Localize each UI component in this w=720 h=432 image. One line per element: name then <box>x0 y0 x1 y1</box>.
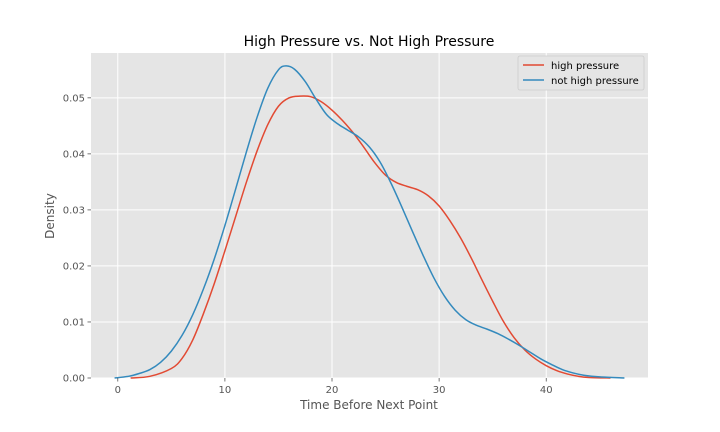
series-line-high-pressure <box>130 95 611 379</box>
x-tick-label: 0 <box>115 385 121 396</box>
axis-ticks: 0 10 20 30 40 0.00 0.01 0.02 0.03 0.04 0.05 <box>63 93 553 396</box>
x-axis-label: Time Before Next Point <box>299 398 438 412</box>
y-tick-label: 0.02 <box>63 261 85 272</box>
y-tick-label: 0.03 <box>63 205 85 216</box>
chart-title: High Pressure vs. Not High Pressure <box>244 34 495 50</box>
x-tick-label: 30 <box>433 385 446 396</box>
y-tick-label: 0.05 <box>63 93 85 104</box>
series-line-not-high-pressure <box>114 65 625 379</box>
grid-lines <box>91 53 648 379</box>
series-lines <box>114 65 625 379</box>
x-tick-label: 20 <box>326 385 339 396</box>
plot-area <box>91 53 648 378</box>
y-tick-label: 0.00 <box>63 374 85 385</box>
x-tick-label: 40 <box>540 385 553 396</box>
legend-label-high-pressure: high pressure <box>551 61 619 72</box>
legend-box <box>517 55 645 91</box>
legend: high pressure not high pressure <box>517 55 645 91</box>
y-tick-label: 0.04 <box>63 149 85 160</box>
x-tick-label: 10 <box>219 385 232 396</box>
y-tick-label: 0.01 <box>63 317 85 328</box>
legend-label-not-high-pressure: not high pressure <box>551 76 639 87</box>
y-axis-label: Density <box>43 193 57 239</box>
